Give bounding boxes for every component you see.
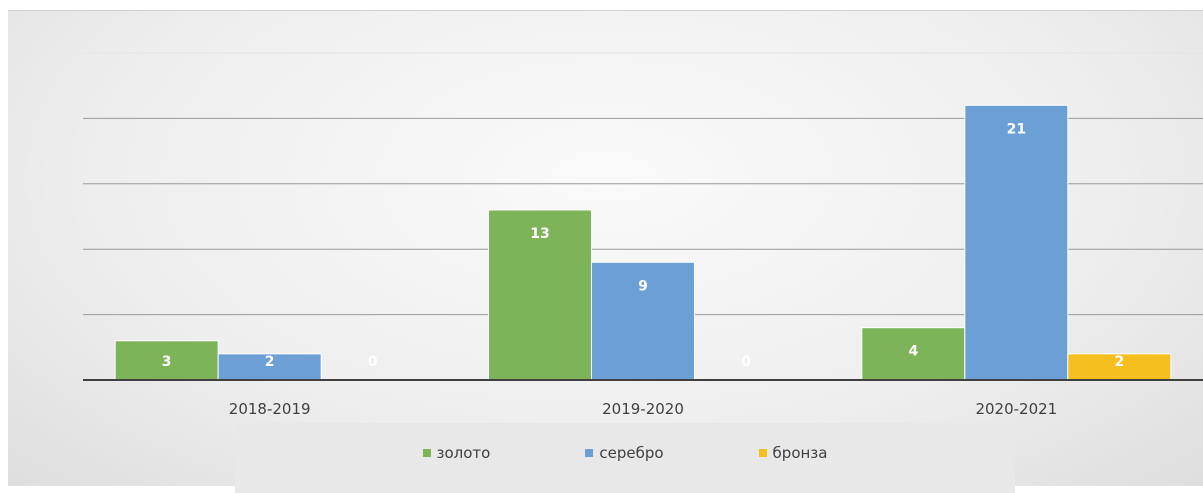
bar-золото-2020-2021 xyxy=(861,327,966,381)
x-tick-labels: 2018-2019 2019-2020 2020-2021 xyxy=(229,400,1057,418)
legend-item: бронза xyxy=(758,444,828,462)
legend-label: золото xyxy=(436,444,491,462)
legend-swatch xyxy=(585,449,594,457)
data-label: 0 xyxy=(368,354,378,370)
data-label: 0 xyxy=(741,354,751,370)
data-label: 2 xyxy=(1114,354,1124,370)
legend-label: серебро xyxy=(599,444,664,462)
x-tick-label: 2019-2020 xyxy=(602,400,684,418)
legend-swatch xyxy=(422,449,431,457)
bar-серебро-2019-2020 xyxy=(591,261,695,381)
legend-label: бронза xyxy=(772,444,828,462)
data-label: 9 xyxy=(638,278,648,294)
data-label: 13 xyxy=(530,226,549,242)
legend-swatch xyxy=(758,449,767,457)
legend-item: серебро xyxy=(585,444,664,462)
data-label: 3 xyxy=(162,354,172,370)
data-label: 2 xyxy=(265,354,275,370)
bars xyxy=(114,104,1172,381)
data-labels: 3 2 0 13 9 0 4 21 2 xyxy=(162,121,1124,370)
chart-frame: 3 2 0 13 9 0 4 21 2 2018-2019 2019-2020 2020-2021 … xyxy=(8,10,1203,493)
legend-item: золото xyxy=(422,444,491,462)
bar-золото-2019-2020 xyxy=(488,209,592,381)
bar-серебро-2020-2021 xyxy=(964,104,1069,381)
bar-chart: 3 2 0 13 9 0 4 21 2 2018-2019 2019-2020 2020-2021 xyxy=(83,52,1203,418)
x-tick-label: 2018-2019 xyxy=(229,400,311,418)
legend: золото серебро бронза xyxy=(235,423,1015,493)
x-tick-label: 2020-2021 xyxy=(975,400,1057,418)
data-label: 4 xyxy=(908,344,918,360)
data-label: 21 xyxy=(1007,121,1026,137)
bar-бронза-2020-2021 xyxy=(1067,353,1172,381)
bar-золото-2018-2019 xyxy=(114,340,219,381)
